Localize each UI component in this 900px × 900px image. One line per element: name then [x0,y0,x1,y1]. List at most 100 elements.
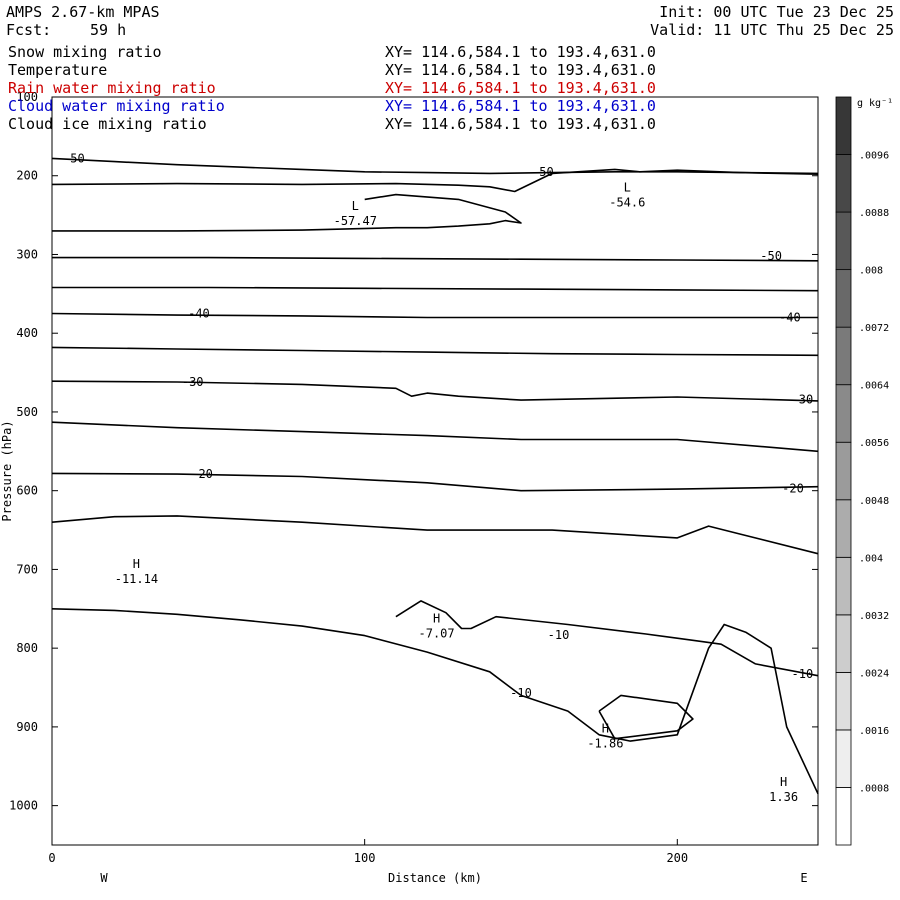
model-title: AMPS 2.67-km MPAS [6,3,160,21]
extremum-value: -57.47 [334,214,377,228]
contour-label: -50 [760,249,782,263]
colorbar-swatch [835,441,852,501]
temperature-contour [52,193,522,232]
temperature-contour [395,600,819,677]
temperature-contour [51,515,819,555]
temperature-contour [51,608,522,697]
x-tick-label: 0 [48,851,55,865]
extremum-value: -1.86 [587,737,623,751]
colorbar-swatch [835,499,852,558]
colorbar-tick-label: .0056 [859,438,889,449]
colorbar-tick-label: .004 [859,553,883,564]
extremum-value: -54.6 [609,196,645,210]
colorbar-tick-label: .0032 [859,611,889,622]
temperature-contour [52,256,819,262]
field-name: Temperature [8,61,108,79]
colorbar-tick-label: .0016 [859,726,889,737]
y-tick-label: 900 [16,720,38,734]
y-tick-label: 100 [16,90,38,104]
x-axis-label: Distance (km) [388,871,482,885]
y-tick-label: 200 [16,169,38,183]
east-label: E [800,871,807,885]
field-xy-range: XY= 114.6,584.1 to 193.4,631.0 [385,115,656,133]
extremum-value: 1.36 [769,790,798,804]
y-tick-label: 500 [16,405,38,419]
colorbar-tick-label: .008 [859,266,883,277]
contour-label: -50 [63,151,85,165]
contour-label: -10 [548,628,570,642]
y-tick-label: 800 [16,641,38,655]
y-tick-label: 400 [16,326,38,340]
forecast-hours: 59 h [90,21,127,39]
colorbar-swatch [835,384,852,443]
colorbar-tick-label: .0048 [859,496,889,507]
field-name: Rain water mixing ratio [8,79,216,97]
colorbar-swatch [835,787,852,846]
init-time: Init: 00 UTC Tue 23 Dec 25 [659,3,894,21]
colorbar-swatch [835,96,852,155]
field-name: Cloud ice mixing ratio [8,115,207,133]
temperature-contour [51,157,819,175]
colorbar-swatch [835,729,852,788]
colorbar-tick-label: .0072 [859,323,889,334]
colorbar-swatch [835,269,852,328]
colorbar-swatch [835,614,852,673]
colorbar-swatch [835,154,852,213]
extremum-value: -11.14 [115,572,158,586]
field-xy-range: XY= 114.6,584.1 to 193.4,631.0 [385,43,656,61]
contour-label: -40 [779,310,801,324]
temperature-contour [51,312,818,319]
contour-label: -40 [188,307,210,321]
colorbar-unit: g kg⁻¹ [857,98,893,109]
contour-label: -20 [782,481,804,495]
contour-label: -50 [532,165,554,179]
plot-frame [51,96,819,846]
extremum-mark: H [433,611,440,625]
field-xy-range: XY= 114.6,584.1 to 193.4,631.0 [385,61,656,79]
colorbar-tick-label: .0064 [859,381,889,392]
colorbar-swatch [835,211,852,271]
extremum-mark: H [133,557,140,571]
contour-label: -30 [182,375,204,389]
temperature-contour [520,623,819,795]
x-tick-label: 200 [666,851,688,865]
contour-label: -10 [792,667,814,681]
west-label: W [100,871,108,885]
colorbar-swatch [835,671,852,731]
colorbar-tick-label: .0088 [859,208,889,219]
colorbar-swatch [835,556,852,616]
temperature-contour [51,168,819,193]
x-tick-label: 100 [354,851,376,865]
colorbar-tick-label: .0024 [859,668,889,679]
valid-time: Valid: 11 UTC Thu 25 Dec 25 [650,21,894,39]
y-axis-label: Pressure (hPa) [0,420,14,521]
temperature-contour [51,346,819,357]
forecast-label: Fcst: [6,21,52,39]
temperature-contour [51,421,819,453]
colorbar-tick-label: .0008 [859,783,889,794]
colorbar-swatch [835,326,852,386]
contour-label: -30 [792,392,814,406]
field-xy-range: XY= 114.6,584.1 to 193.4,631.0 [385,79,656,97]
field-xy-range: XY= 114.6,584.1 to 193.4,631.0 [385,97,656,115]
contour-label: -10 [510,686,532,700]
contour-label: -20 [191,467,213,481]
extremum-mark: L [352,199,359,213]
colorbar-tick-label: .0096 [859,151,889,162]
contour-lines [51,157,819,795]
field-name: Snow mixing ratio [8,43,162,61]
extremum-mark: H [602,722,609,736]
y-tick-label: 1000 [9,799,38,813]
temperature-contour [51,380,819,402]
temperature-contour [51,472,819,492]
y-tick-label: 300 [16,247,38,261]
field-name: Cloud water mixing ratio [8,97,225,115]
extremum-value: -7.07 [419,626,455,640]
extremum-mark: H [780,775,787,789]
temperature-contour [52,286,819,292]
temperature-contour [598,694,694,740]
y-tick-label: 600 [16,484,38,498]
extremum-mark: L [624,181,631,195]
y-tick-label: 700 [16,562,38,576]
